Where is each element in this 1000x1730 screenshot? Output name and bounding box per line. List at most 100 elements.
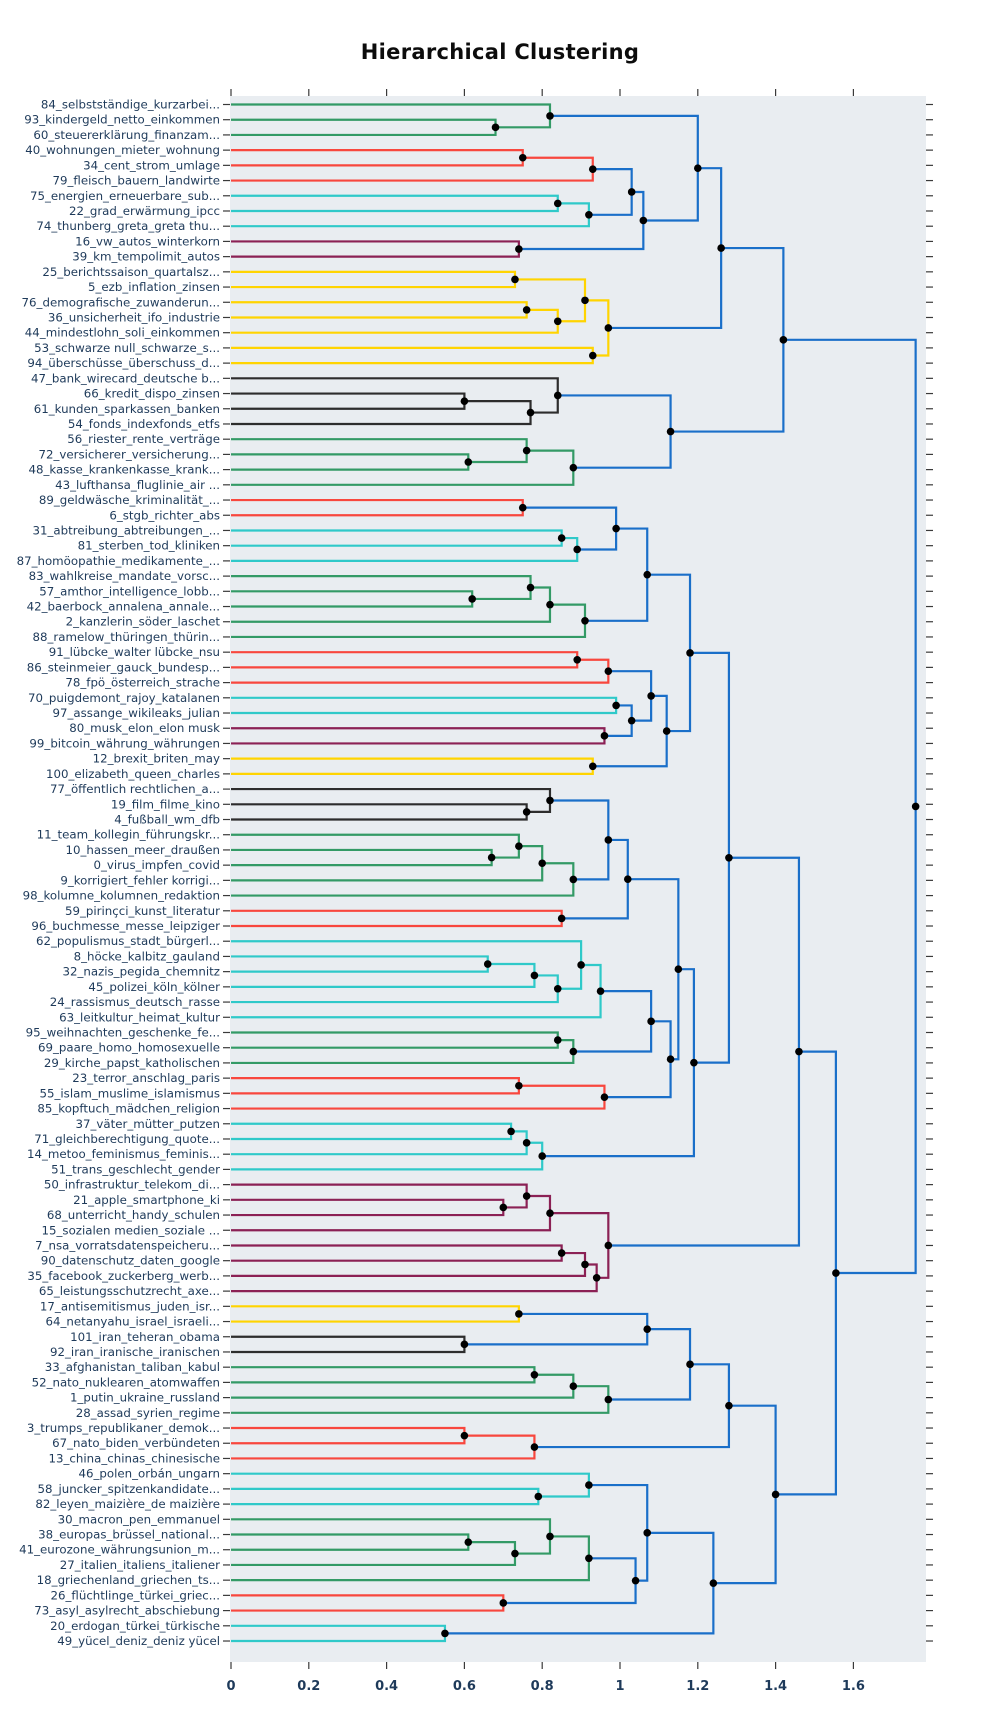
leaf-label: 50_infrastruktur_telekom_di... (44, 1178, 220, 1192)
leaf-label: 78_fpö_österreich_strache (65, 676, 220, 690)
leaf-label: 33_afghanistan_taliban_kabul (45, 1360, 220, 1374)
merge-node-dot (686, 649, 694, 657)
leaf-label: 82_leyen_maizière_de maizière (35, 1497, 220, 1511)
leaf-label: 46_polen_orbán_ungarn (79, 1467, 220, 1481)
merge-node-dot (779, 336, 788, 344)
merge-node-dot (771, 1490, 780, 1499)
leaf-label: 19_film_filme_kino (111, 797, 220, 811)
merge-node-dot (604, 324, 613, 332)
leaf-label: 3_trumps_republikaner_demok... (27, 1421, 220, 1435)
leaf-label: 28_assad_syrien_regime (76, 1406, 220, 1420)
merge-node-dot (522, 446, 531, 455)
leaf-label: 16_vw_autos_winterkorn (75, 234, 220, 248)
merge-node-dot (557, 1249, 566, 1257)
leaf-label: 94_überschüsse_überschuss_d... (27, 356, 220, 370)
merge-node-dot (694, 164, 702, 173)
leaf-label: 39_km_tempolimit_autos (72, 250, 220, 264)
x-tick-label: 1.6 (842, 1679, 865, 1694)
merge-node-dot (546, 112, 554, 120)
merge-node-dot (530, 971, 539, 980)
leaf-label: 64_netanyahu_israel_israeli... (45, 1315, 220, 1329)
leaf-label: 91_lübcke_walter lübcke_nsu (49, 645, 220, 659)
leaf-label: 20_erdogan_türkei_türkische (50, 1619, 220, 1633)
leaf-label: 8_höcke_kalbitz_gauland (74, 949, 220, 963)
leaf-label: 41_eurozone_währungsunion_m... (19, 1543, 220, 1557)
merge-node-dot (553, 199, 562, 208)
merge-node-dot (612, 524, 620, 533)
leaf-label: 72_versicherer_versicherung... (38, 447, 220, 461)
merge-node-dot (596, 987, 605, 995)
leaf-label: 22_grad_erwärmung_ipcc (69, 204, 220, 218)
leaf-label: 49_yücel_deniz_deniz yücel (57, 1634, 220, 1648)
leaf-label: 65_leistungsschutzrecht_axe... (39, 1284, 220, 1298)
leaf-label: 90_datenschutz_daten_google (41, 1254, 220, 1268)
merge-node-dot (631, 1576, 640, 1585)
leaf-label: 40_wohnungen_mieter_wohnung (25, 143, 220, 157)
leaf-label: 0_virus_impfen_covid (93, 858, 220, 872)
leaf-label: 61_kunden_sparkassen_banken (34, 402, 220, 416)
leaf-label: 80_musk_elon_elon musk (69, 721, 220, 735)
merge-node-dot (604, 836, 613, 844)
leaf-label: 10_hassen_meer_draußen (65, 843, 220, 857)
merge-node-dot (522, 306, 531, 314)
leaf-label: 67_nato_biden_verbündeten (52, 1436, 220, 1450)
merge-node-dot (464, 1538, 473, 1546)
merge-node-dot (557, 534, 566, 542)
leaf-label: 87_homöopathie_medikamente_... (17, 554, 220, 568)
merge-node-dot (511, 275, 519, 284)
chart-title: Hierarchical Clustering (360, 40, 640, 64)
leaf-label: 84_selbstständige_kurzarbei... (41, 98, 220, 112)
merge-node-dot (569, 463, 578, 472)
merge-node-dot (725, 853, 733, 862)
merge-node-dot (530, 1443, 539, 1451)
leaf-label: 70_puigdemont_rajoy_katalanen (28, 691, 220, 705)
leaf-label: 44_mindestlohn_soli_einkommen (25, 326, 220, 340)
merge-node-dot (647, 692, 655, 700)
merge-node-dot (686, 1360, 694, 1369)
leaf-label: 12_brexit_briten_may (93, 752, 220, 766)
merge-node-dot (464, 458, 473, 466)
x-tick-label: 0.4 (375, 1679, 398, 1694)
merge-node-dot (538, 1152, 546, 1160)
merge-node-dot (483, 960, 492, 968)
merge-node-dot (518, 503, 527, 512)
leaf-label: 43_lufthansa_fluglinie_air ... (55, 478, 220, 492)
merge-node-dot (600, 732, 609, 740)
merge-node-dot (569, 1047, 578, 1056)
merge-node-dot (662, 727, 671, 735)
leaf-label: 53_schwarze null_schwarze_s... (34, 341, 220, 355)
merge-node-dot (604, 667, 613, 675)
merge-node-dot (546, 796, 554, 805)
leaf-label: 26_flüchtlinge_türkei_griec... (51, 1588, 221, 1602)
merge-node-dot (515, 1310, 523, 1318)
merge-node-dot (639, 216, 648, 225)
leaf-label: 77_öffentlich rechtlichen_a... (50, 782, 220, 796)
leaf-label: 24_rassismus_deutsch_rasse (50, 995, 220, 1009)
leaf-label: 37_väter_mütter_putzen (76, 1117, 221, 1131)
leaf-label: 6_stgb_richter_abs (109, 508, 220, 522)
merge-node-dot (585, 1554, 593, 1563)
merge-node-dot (588, 762, 597, 771)
leaf-label: 68_unterricht_handy_schulen (47, 1208, 220, 1222)
leaf-label: 58_juncker_spitzenkandidate... (38, 1482, 220, 1496)
leaf-label: 14_metoo_feminismus_feminis... (27, 1147, 220, 1161)
leaf-label: 81_sterben_tod_kliniken (78, 539, 220, 553)
merge-node-dot (515, 842, 523, 850)
merge-node-dot (569, 875, 578, 884)
merge-node-dot (526, 408, 535, 417)
leaf-label: 56_riester_rente_verträge (67, 432, 220, 446)
merge-node-dot (581, 1260, 589, 1269)
merge-node-dot (577, 961, 585, 969)
leaf-label: 55_islam_muslime_islamismus (39, 1086, 220, 1100)
leaf-label: 62_populismus_stadt_bürgerl... (36, 934, 220, 948)
merge-node-dot (553, 984, 562, 993)
leaf-label: 75_energien_erneuerbare_sub... (30, 189, 220, 203)
leaf-label: 48_kasse_krankenkasse_krank... (28, 463, 220, 477)
merge-node-dot (581, 616, 589, 625)
merge-node-dot (666, 1055, 675, 1064)
merge-node-dot (612, 701, 620, 710)
merge-node-dot (604, 1241, 613, 1250)
merge-node-dot (553, 391, 562, 400)
leaf-label: 99_bitcoin_währung_währungen (29, 736, 220, 750)
